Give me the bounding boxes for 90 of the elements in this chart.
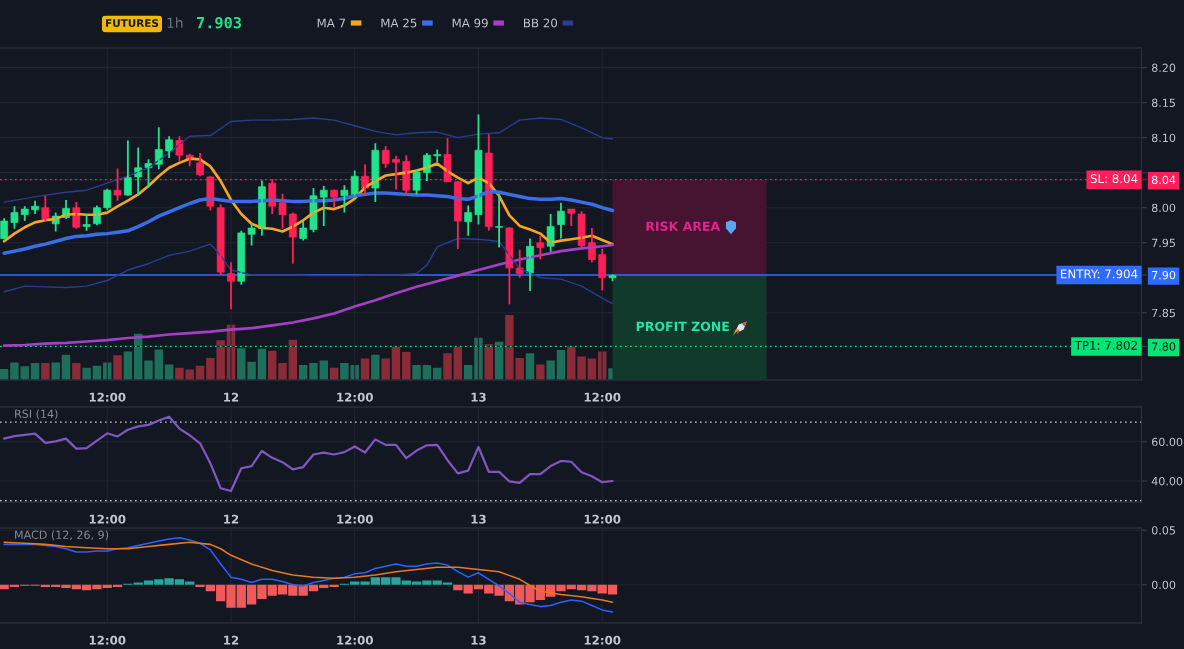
x-tick-label: 12:00	[89, 392, 126, 402]
candlestick	[381, 145, 390, 169]
candlestick	[247, 222, 256, 247]
candlestick	[567, 208, 576, 227]
y-tick-label: 8.15	[1151, 98, 1175, 108]
candlestick	[412, 168, 421, 196]
bar	[484, 344, 493, 380]
y-tick-label: 7.95	[1152, 238, 1175, 248]
bar	[41, 363, 50, 380]
y-tick-label: 40.00	[1151, 476, 1183, 486]
bar	[278, 363, 287, 380]
bar	[567, 346, 576, 380]
bar	[154, 349, 164, 380]
candlestick	[340, 184, 349, 214]
x-tick-label: 12	[224, 635, 239, 645]
x-tick-label: 13	[471, 514, 486, 524]
bar	[175, 367, 184, 380]
band-label: PROFIT ZONE	[636, 321, 729, 332]
bar	[381, 358, 390, 380]
x-tick-label: 12:00	[584, 392, 621, 402]
y-tick-label: 0.05	[1151, 526, 1175, 535]
chart-title: RSI (14)	[15, 409, 58, 420]
bar	[123, 351, 133, 380]
legend-label: MA 25	[381, 18, 417, 28]
bar	[391, 346, 401, 380]
y-tick-label: 0.00	[1151, 580, 1176, 590]
x-tick-label: 12:00	[89, 635, 126, 645]
candlestick	[433, 148, 442, 164]
candlestick	[41, 194, 50, 223]
candlestick	[10, 205, 19, 230]
bar	[525, 353, 535, 380]
bar	[474, 337, 483, 380]
bar	[268, 350, 277, 380]
y-tick-label: 7.85	[1152, 308, 1175, 318]
bar	[536, 364, 545, 380]
y-tick-label: 8.04	[1151, 175, 1176, 185]
x-tick-label: 13	[471, 392, 486, 402]
bar	[61, 354, 71, 380]
bar	[546, 360, 555, 380]
bar	[10, 362, 19, 380]
y-tick-label: 8.00	[1151, 203, 1176, 213]
ref-line-label: SL: 8.04	[1090, 174, 1138, 184]
x-tick-label: 12:00	[584, 635, 621, 645]
x-tick-label: 12:00	[337, 392, 373, 402]
candlestick	[82, 213, 91, 232]
bar	[412, 365, 421, 380]
legend-label: BB 20	[524, 18, 558, 28]
x-tick-label: 12	[224, 392, 239, 402]
y-tick-label: 8.20	[1151, 63, 1176, 72]
y-tick-label: 60.00	[1152, 437, 1183, 447]
bar	[82, 367, 91, 380]
bar	[402, 352, 411, 380]
x-tick-label: 12	[224, 514, 239, 524]
ref-line-label: TP1: 7.802	[1074, 340, 1137, 350]
x-tick-label: 12:00	[337, 514, 373, 524]
x-tick-label: 12:00	[584, 514, 621, 524]
candlestick	[175, 135, 184, 163]
candlestick	[495, 193, 503, 249]
bar	[453, 346, 463, 380]
bar	[164, 364, 174, 380]
bar	[577, 356, 586, 380]
x-tick-label: 13	[471, 635, 486, 645]
bar	[556, 350, 566, 380]
bar	[20, 366, 29, 380]
bar	[443, 353, 452, 380]
bar	[51, 362, 60, 380]
bar	[257, 348, 267, 380]
x-tick-label: 12:00	[337, 635, 373, 645]
bar	[72, 363, 81, 380]
bar	[371, 354, 380, 380]
legend-label: MA 99	[452, 18, 488, 28]
y-tick-label: 7.90	[1152, 270, 1176, 280]
x-tick-label: 12:00	[89, 514, 126, 524]
y-tick-label: 8.10	[1151, 133, 1176, 143]
bar	[309, 363, 318, 380]
bar	[113, 355, 122, 380]
text: 1h	[167, 17, 183, 28]
chart-title: MACD (12, 26, 9)	[15, 530, 109, 541]
y-tick-label: 7.80	[1152, 342, 1176, 351]
candlestick	[577, 210, 586, 248]
text: FUTURES	[106, 19, 159, 28]
bar	[319, 360, 329, 380]
candlestick	[278, 192, 287, 230]
band-label: RISK AREA	[646, 221, 721, 231]
text: 7.903	[197, 16, 241, 29]
candlestick	[392, 154, 400, 191]
ref-line-label: ENTRY: 7.904	[1061, 269, 1138, 279]
bar	[30, 363, 40, 380]
bar	[144, 360, 153, 380]
legend-label: MA 7	[317, 18, 346, 28]
